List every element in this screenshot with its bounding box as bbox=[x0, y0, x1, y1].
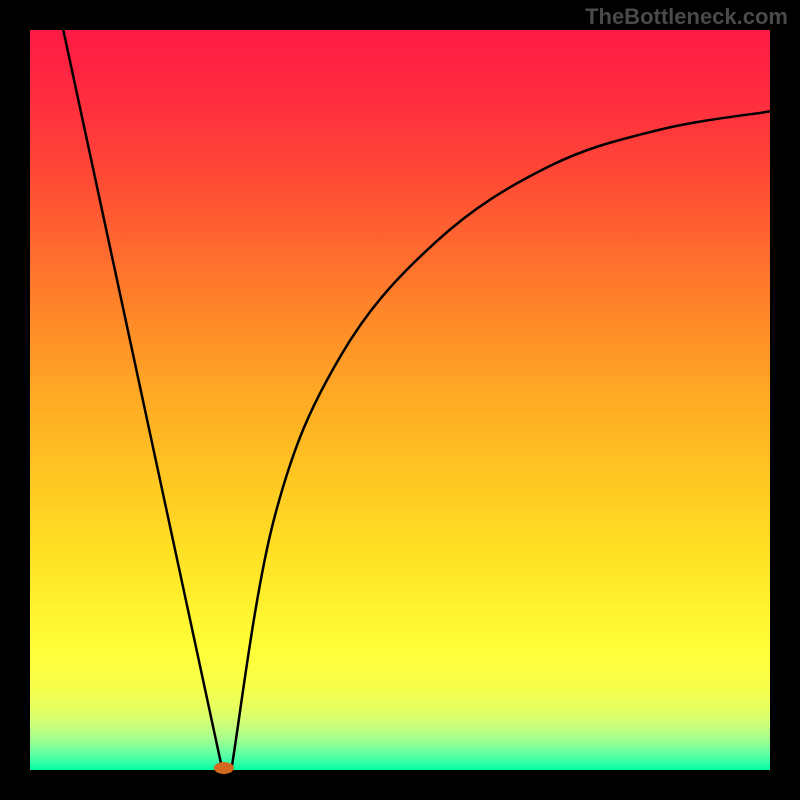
plot-background bbox=[30, 30, 770, 770]
optimal-point-marker bbox=[214, 762, 234, 774]
chart-container: TheBottleneck.com bbox=[0, 0, 800, 800]
bottleneck-chart bbox=[0, 0, 800, 800]
watermark-text: TheBottleneck.com bbox=[585, 4, 788, 30]
